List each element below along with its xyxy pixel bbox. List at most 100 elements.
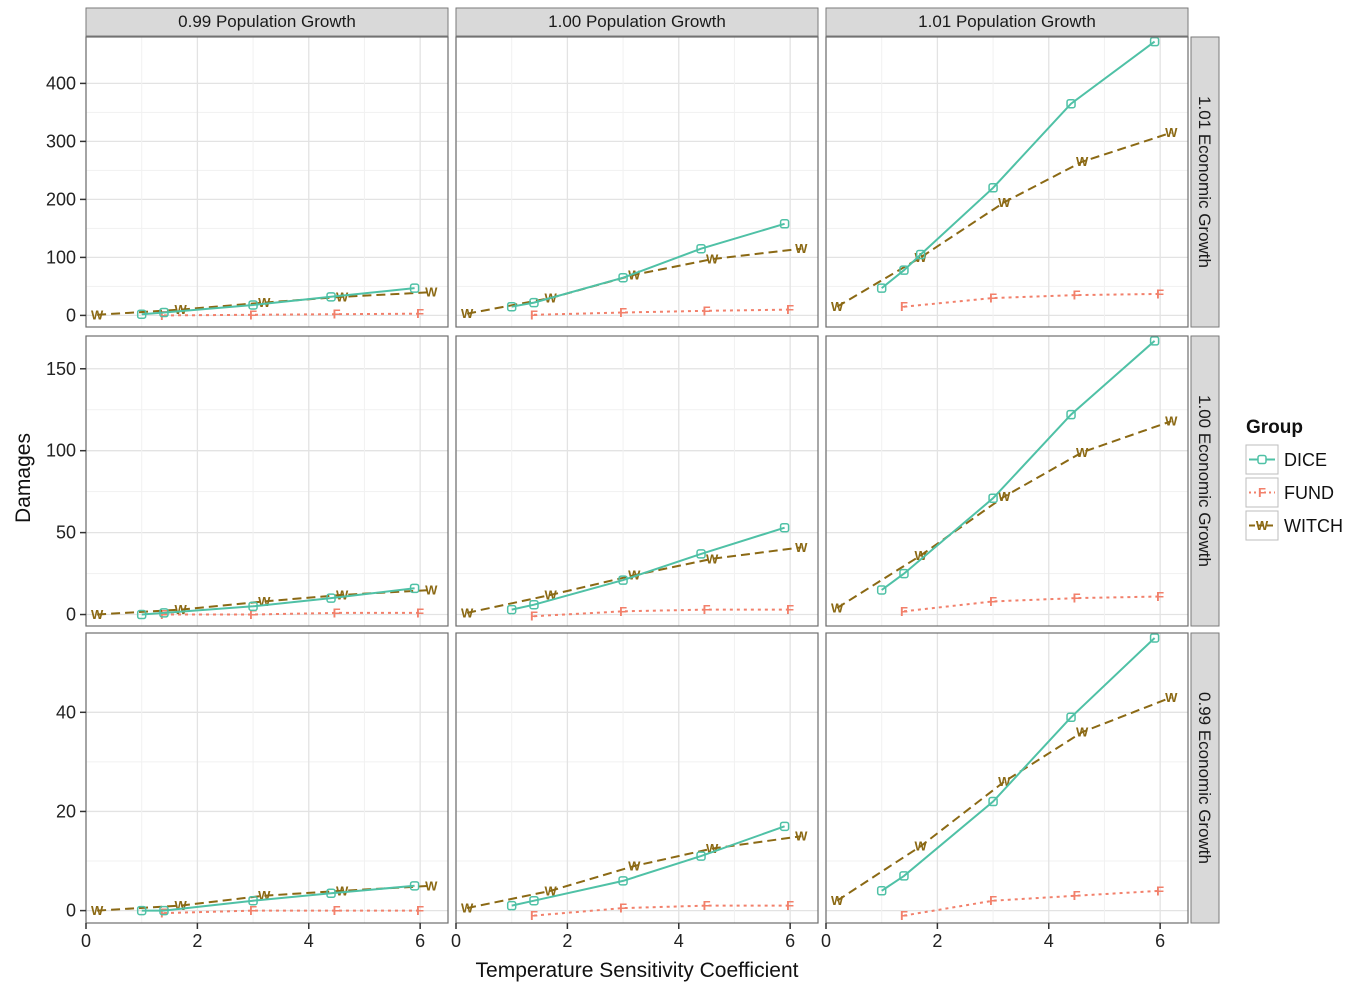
data-point: W	[1076, 725, 1089, 740]
x-tick-label: 2	[932, 931, 942, 951]
data-point: W	[831, 299, 844, 314]
data-point: F	[249, 607, 257, 622]
series-line	[533, 308, 791, 316]
data-point	[779, 522, 790, 533]
series-line	[141, 587, 415, 616]
x-tick-label: 4	[304, 931, 314, 951]
data-point	[136, 309, 147, 319]
data-point: W	[795, 241, 808, 256]
series-line	[141, 287, 415, 316]
data-point: F	[786, 898, 794, 913]
data-point: F	[160, 308, 168, 323]
data-point	[988, 493, 998, 503]
facet-panel	[455, 336, 818, 626]
data-point: W	[425, 878, 438, 893]
data-point: F	[900, 908, 908, 923]
data-point	[248, 601, 258, 612]
panel-border	[85, 36, 449, 328]
data-point: W	[461, 605, 474, 620]
data-point: F	[1073, 888, 1081, 903]
data-point	[618, 575, 628, 585]
panel-background	[86, 37, 448, 327]
data-point	[529, 599, 539, 610]
data-point: W	[425, 582, 438, 597]
row-strip: 1.00 Economic Growth	[1190, 335, 1220, 627]
data-point: W	[545, 883, 558, 898]
data-point	[779, 219, 790, 229]
data-point: F	[333, 307, 341, 322]
legend-label: WITCH	[1284, 516, 1343, 536]
data-point: W	[628, 858, 641, 873]
series-line	[881, 637, 1156, 892]
data-point: F	[900, 604, 908, 619]
series-dice	[136, 583, 420, 620]
facet-panel	[85, 336, 448, 626]
data-point	[696, 243, 706, 254]
column-strip-label: 0.99 Population Growth	[178, 12, 356, 31]
data-point	[915, 249, 926, 260]
series-line	[836, 131, 1172, 308]
data-point: W	[1076, 445, 1089, 460]
panel-border	[455, 335, 819, 627]
data-point: W	[336, 883, 349, 898]
data-point	[529, 895, 539, 906]
data-point	[1066, 712, 1076, 723]
data-point: F	[1073, 288, 1081, 303]
legend-item-dice: DICE	[1245, 444, 1327, 475]
series-line	[466, 546, 802, 614]
data-point: F	[416, 605, 424, 620]
data-point	[409, 283, 420, 293]
panel-background	[456, 37, 818, 327]
y-tick-label: 150	[46, 359, 76, 379]
data-point: W	[91, 903, 104, 918]
data-point	[326, 593, 336, 603]
series-line	[533, 608, 791, 618]
row-strip: 0.99 Economic Growth	[1190, 632, 1220, 924]
data-point	[899, 265, 909, 275]
data-point: W	[258, 295, 271, 310]
panel-border	[85, 335, 449, 627]
series-line	[163, 909, 421, 915]
data-point: F	[333, 605, 341, 620]
data-point	[248, 300, 258, 310]
data-point: W	[915, 839, 928, 854]
data-point: F	[619, 305, 627, 320]
data-point: W	[628, 267, 641, 282]
data-point: F	[249, 307, 257, 322]
panel-border	[825, 335, 1189, 627]
series-line	[511, 222, 785, 308]
column-strip-background	[455, 7, 819, 37]
data-point	[876, 886, 887, 896]
data-point	[1066, 409, 1076, 420]
data-point: F	[160, 607, 168, 622]
x-tick-label: 4	[674, 931, 684, 951]
panel-border	[825, 632, 1189, 924]
series-line	[163, 312, 421, 317]
series-dice	[876, 633, 1160, 896]
x-tick-label: 6	[785, 931, 795, 951]
data-point	[1066, 98, 1076, 109]
data-point	[136, 609, 147, 620]
series-dice	[876, 36, 1160, 293]
data-point	[618, 272, 628, 283]
y-tick-label: 200	[46, 189, 76, 209]
data-point: W	[461, 901, 474, 916]
x-tick-label: 0	[821, 931, 831, 951]
row-strip-label: 1.00 Economic Growth	[1195, 395, 1214, 567]
data-point: F	[1073, 591, 1081, 606]
data-point: W	[258, 594, 271, 609]
data-point	[159, 307, 169, 318]
panel-background	[86, 633, 448, 923]
data-point: F	[160, 906, 168, 921]
x-tick-label: 0	[81, 931, 91, 951]
y-tick-label: 20	[56, 801, 76, 821]
data-point: W	[91, 307, 104, 322]
legend-label: DICE	[1284, 450, 1327, 470]
panel-background	[456, 336, 818, 626]
legend-key-marker	[1257, 454, 1267, 465]
series-dice	[506, 522, 790, 615]
